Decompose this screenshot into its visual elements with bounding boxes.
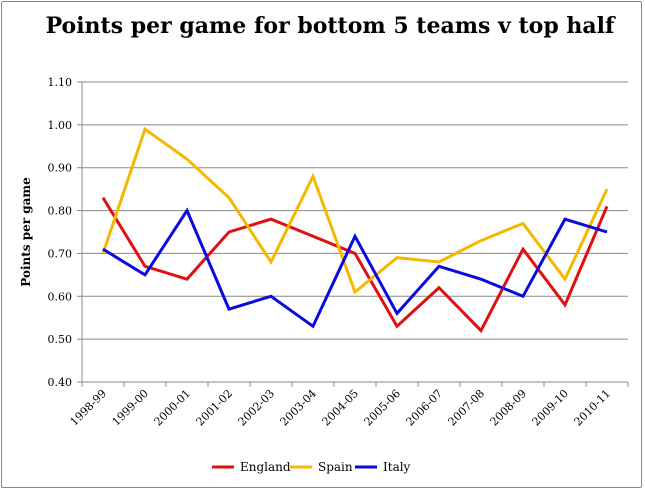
x-tick-label: 2010-11	[572, 387, 614, 429]
y-tick-label: 0.70	[48, 247, 73, 260]
chart-title: Points per game for bottom 5 teams v top…	[45, 13, 615, 39]
x-tick-label: 2006-07	[404, 387, 446, 429]
x-tick-label: 1999-00	[110, 387, 152, 429]
legend-label-spain: Spain	[318, 460, 353, 474]
x-tick-label: 2003-04	[278, 387, 320, 429]
y-tick-label: 1.10	[48, 76, 73, 89]
y-tick-label: 0.50	[48, 333, 73, 346]
y-tick-label: 0.80	[48, 205, 73, 218]
x-tick-label: 2007-08	[446, 387, 488, 429]
x-tick-label: 2004-05	[320, 387, 362, 429]
x-tick-label: 2008-09	[488, 387, 530, 429]
x-tick-label: 2009-10	[530, 387, 572, 429]
x-tick-label: 2005-06	[362, 387, 404, 429]
y-axis-label: Points per game	[19, 177, 33, 287]
legend-label-england: England	[240, 460, 291, 474]
x-tick-label: 2000-01	[152, 387, 194, 429]
series-line-italy	[102, 207, 608, 329]
y-tick-label: 0.90	[48, 162, 73, 175]
legend-label-italy: Italy	[383, 460, 411, 474]
y-tick-label: 0.60	[48, 290, 73, 303]
y-tick-label: 1.00	[48, 119, 73, 132]
series-line-england	[101, 196, 609, 334]
x-tick-label: 1998-99	[68, 387, 110, 429]
y-tick-label: 0.40	[48, 376, 73, 389]
x-tick-label: 2001-02	[194, 387, 236, 429]
x-tick-label: 2002-03	[236, 387, 278, 429]
